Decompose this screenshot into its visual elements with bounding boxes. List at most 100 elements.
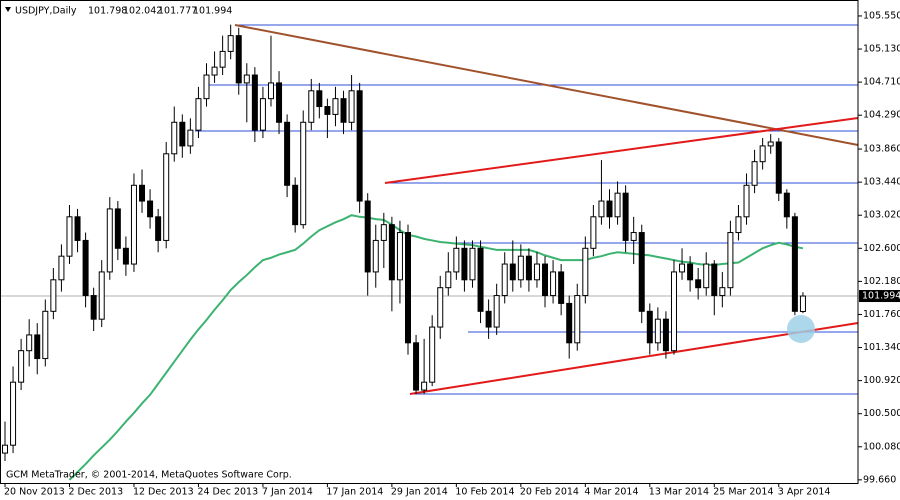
candle-body — [380, 224, 387, 241]
candle-body — [590, 216, 597, 249]
candle-body — [598, 200, 605, 218]
candle-body — [719, 287, 726, 297]
candle-body — [396, 232, 403, 281]
candle-body — [122, 247, 129, 265]
candle-body — [130, 184, 137, 265]
candle-body — [469, 247, 476, 281]
y-tick-label: 101.340 — [863, 342, 900, 353]
candle-body — [106, 208, 113, 273]
candle-body — [219, 50, 226, 68]
y-tick-label: 101.760 — [863, 309, 900, 320]
candle-body — [50, 279, 57, 312]
candle-body — [767, 141, 774, 147]
x-tick-label: 17 Jan 2014 — [326, 487, 383, 498]
y-tick-label: 102.600 — [863, 243, 900, 254]
candle-body — [324, 106, 331, 115]
candle-body — [445, 271, 452, 289]
candle-body — [211, 66, 218, 76]
candle-body — [405, 232, 411, 344]
candle-body — [775, 141, 782, 194]
trend-line — [234, 24, 859, 146]
candle-body — [348, 90, 355, 123]
candle-body — [356, 90, 363, 202]
candle-body — [292, 184, 299, 226]
candle-body — [18, 350, 25, 383]
x-tick-label: 10 Feb 2014 — [455, 487, 514, 498]
candle-body — [727, 232, 734, 289]
candle-body — [300, 121, 307, 226]
candle-body — [82, 239, 89, 297]
trend-line — [384, 117, 859, 184]
candle-body — [703, 263, 710, 289]
current-price-box — [859, 290, 900, 303]
candle-body — [493, 295, 500, 328]
candle-body — [243, 74, 250, 84]
candle-body — [42, 310, 49, 360]
candle-body — [695, 279, 702, 289]
candle-body — [670, 271, 677, 352]
candle-body — [517, 255, 524, 281]
candle-body — [791, 216, 798, 312]
moving-average — [68, 214, 804, 481]
highlight-circle — [787, 315, 815, 343]
candle-body — [574, 295, 581, 344]
candle-body — [340, 98, 347, 123]
candle-body — [421, 381, 428, 391]
candle-body — [332, 98, 339, 115]
ohlc-high: 102.042 — [123, 6, 162, 17]
candle-body — [501, 263, 508, 297]
x-tick-label: 29 Jan 2014 — [391, 487, 448, 498]
candle-body — [783, 192, 790, 218]
trend-line — [409, 322, 859, 395]
candle-body — [251, 74, 258, 131]
candle-body — [413, 342, 420, 391]
candle-body — [195, 98, 202, 131]
candle-body — [622, 192, 629, 241]
candle-body — [743, 184, 750, 218]
candle-body — [437, 287, 444, 328]
chart-title: USDJPY,Daily — [15, 6, 77, 17]
candle-body — [453, 247, 460, 273]
candle-body — [477, 247, 484, 312]
candle-body — [606, 200, 613, 218]
candle-body — [66, 216, 73, 257]
y-tick-label: 105.550 — [863, 10, 900, 21]
menu-icon — [5, 7, 11, 12]
candle-body — [34, 334, 41, 360]
current-price-label: 101.994 — [862, 291, 900, 302]
candle-body — [2, 444, 8, 454]
candle-body — [759, 145, 766, 163]
candle-body — [582, 247, 589, 297]
x-tick-label: 12 Dec 2013 — [133, 487, 194, 498]
candle-body — [267, 82, 274, 100]
x-tick-label: 3 Apr 2014 — [778, 487, 831, 498]
candle-body — [90, 295, 97, 320]
candle-body — [139, 184, 146, 202]
candle-body — [662, 318, 669, 352]
candle-body — [614, 192, 621, 218]
candle-body — [364, 200, 371, 273]
y-tick-label: 104.290 — [863, 110, 900, 121]
y-tick-label: 102.180 — [863, 276, 900, 287]
candle-body — [638, 232, 645, 312]
candle-body — [735, 216, 742, 234]
x-tick-label: 24 Dec 2013 — [197, 487, 258, 498]
candle-body — [114, 208, 121, 249]
candle-body — [26, 334, 33, 352]
y-tick-label: 100.080 — [863, 441, 900, 452]
candle-body — [533, 263, 540, 281]
x-tick-label: 4 Mar 2014 — [584, 487, 638, 498]
y-tick-label: 105.130 — [863, 44, 900, 55]
candle-body — [542, 263, 549, 297]
candle-body — [751, 161, 758, 186]
candle-body — [388, 224, 395, 281]
y-tick-label: 104.710 — [863, 77, 900, 88]
candle-body — [187, 129, 194, 147]
candle-body — [687, 263, 694, 281]
x-tick-label: 20 Feb 2014 — [520, 487, 579, 498]
candle-body — [550, 271, 557, 297]
candle-body — [799, 295, 806, 312]
candle-body — [147, 200, 154, 218]
x-tick-label: 2 Dec 2013 — [68, 487, 123, 498]
